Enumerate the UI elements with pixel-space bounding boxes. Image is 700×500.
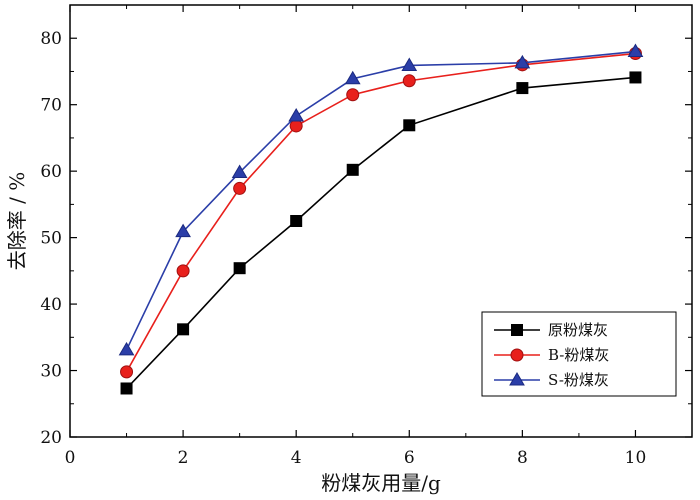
legend-marker [511,324,523,336]
data-point [346,163,359,176]
data-point [231,164,248,178]
legend: 原粉煤灰 B-粉煤灰 S-粉煤灰 [481,311,677,397]
tick-labels: 0 2 4 6 8 10 20 30 40 50 60 70 80 [40,29,646,468]
series-line [125,76,636,390]
data-point [627,43,644,58]
data-point [177,323,190,336]
data-point [401,57,418,71]
data-point [175,223,191,238]
x-tick-label: 0 [65,448,76,468]
data-point [346,88,360,102]
data-point [516,82,529,95]
data-point [288,107,305,122]
legend-entry: S-粉煤灰 [494,371,609,389]
data-point [344,70,361,85]
data-point [289,119,303,133]
y-axis-title: 去除率 / % [5,172,29,270]
data-point [233,181,247,195]
data-point [629,71,642,84]
legend-label: B-粉煤灰 [548,346,609,364]
legend-entry: B-粉煤灰 [494,346,609,364]
data-point [403,119,416,132]
series-0 [120,71,642,395]
legend-label: S-粉煤灰 [548,371,609,389]
x-axis-title: 粉煤灰用量/g [321,471,441,495]
series-line [125,50,636,351]
y-tick-label: 40 [40,295,62,315]
plot-frame [69,4,693,438]
legend-marker [509,372,525,386]
axis-ticks [69,5,692,438]
series-line [125,52,636,373]
y-tick-label: 20 [40,428,62,448]
series-2 [118,43,644,356]
data-point [514,54,531,69]
y-tick-label: 50 [40,229,62,249]
y-tick-label: 70 [40,96,62,116]
data-point [120,382,133,395]
data-point [402,74,416,88]
y-tick-label: 60 [40,162,62,182]
data-point [233,262,246,275]
x-tick-label: 6 [404,448,415,468]
data-point [176,264,190,278]
y-tick-label: 80 [40,29,62,49]
data-point [290,215,303,227]
series-layer [118,43,644,395]
x-tick-label: 8 [517,448,528,468]
legend-marker [510,348,524,362]
y-tick-label: 30 [40,362,62,382]
x-tick-label: 4 [291,448,302,468]
data-point [118,341,135,356]
x-tick-label: 10 [625,448,647,468]
legend-label: 原粉煤灰 [548,321,608,339]
data-point [120,365,134,379]
legend-entry: 原粉煤灰 [494,321,608,339]
x-tick-label: 2 [178,448,189,468]
